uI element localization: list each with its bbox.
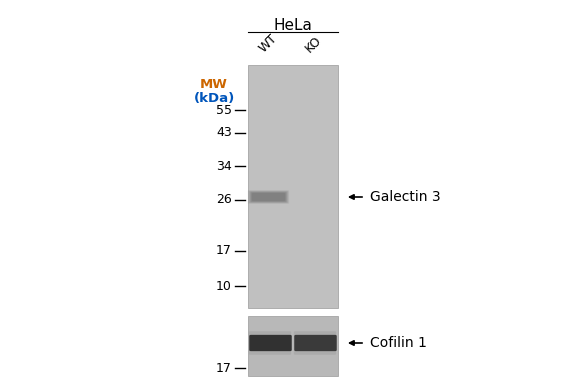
Text: 34: 34 <box>217 159 232 173</box>
Text: WT: WT <box>256 32 280 55</box>
Text: (kDa): (kDa) <box>193 92 235 105</box>
FancyBboxPatch shape <box>250 191 287 202</box>
Text: KO: KO <box>302 34 324 55</box>
FancyBboxPatch shape <box>249 191 288 203</box>
FancyBboxPatch shape <box>251 192 286 202</box>
Text: 26: 26 <box>217 193 232 207</box>
Text: 43: 43 <box>217 127 232 139</box>
Text: 10: 10 <box>216 279 232 293</box>
Text: 55: 55 <box>216 103 232 117</box>
Bar <box>248 316 338 376</box>
Text: Galectin 3: Galectin 3 <box>370 190 441 204</box>
Text: HeLa: HeLa <box>274 18 313 33</box>
FancyBboxPatch shape <box>248 190 289 204</box>
FancyBboxPatch shape <box>252 193 285 201</box>
FancyBboxPatch shape <box>294 331 336 355</box>
FancyBboxPatch shape <box>294 335 337 351</box>
Text: MW: MW <box>200 78 228 91</box>
FancyBboxPatch shape <box>249 331 291 355</box>
FancyBboxPatch shape <box>249 335 292 351</box>
Bar <box>248 65 338 308</box>
Text: 17: 17 <box>216 244 232 257</box>
Text: Cofilin 1: Cofilin 1 <box>370 336 427 350</box>
Text: 17: 17 <box>216 362 232 374</box>
